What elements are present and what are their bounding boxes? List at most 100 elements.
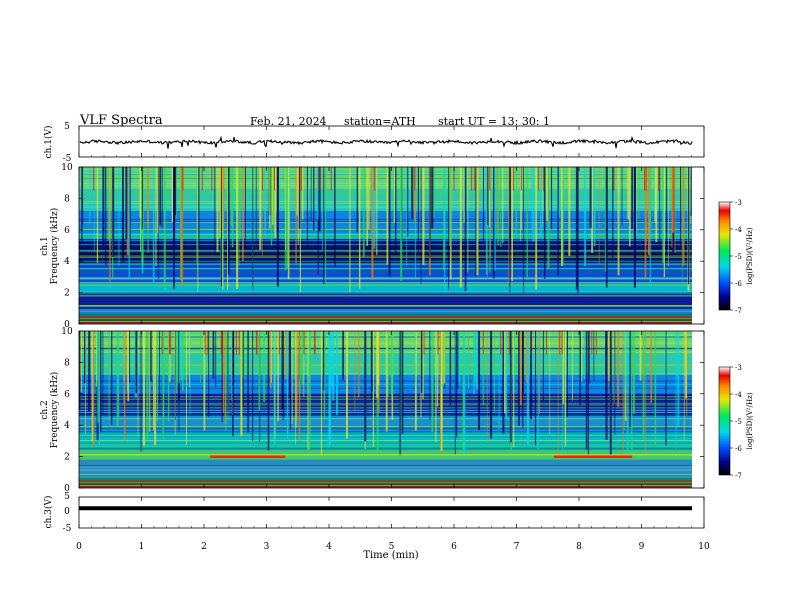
impulsive-streak [235,331,237,355]
impulsive-streak [613,167,615,191]
impulsive-streak [393,167,395,227]
impulsive-streak [431,167,434,229]
narrowband-line [79,260,692,262]
impulsive-streak [303,331,305,397]
impulsive-streak [252,167,254,291]
impulsive-streak [141,167,143,229]
ch2-colorbar-tick-label: -6 [735,445,742,453]
impulsive-streak [447,167,449,290]
impulsive-streak [667,167,669,267]
ch1-spectrogram-panel: 0 2 4 6 8 10 ch.1 Frequency (kHz) [40,163,705,330]
impulsive-streak [685,331,687,399]
impulsive-streak [220,331,222,355]
spectral-band [79,264,692,284]
impulsive-streak [345,331,349,439]
impulsive-streak [221,331,223,423]
impulsive-streak [443,331,445,387]
impulsive-streak [420,167,422,284]
narrowband-line [79,204,692,206]
impulsive-streak [284,331,287,379]
impulsive-streak [96,331,98,387]
impulsive-streak [258,331,261,411]
impulsive-streak [208,331,210,418]
ch2-ytick-label: 8 [64,358,70,368]
impulsive-streak [227,331,229,421]
impulsive-streak [562,331,565,404]
impulsive-streak [589,167,592,229]
narrowband-line [79,182,692,184]
narrowband-line [79,249,692,251]
x-tick-label: 7 [514,542,520,552]
date-label: Feb. 21, 2024 [250,115,327,128]
impulsive-streak [527,331,529,446]
impulsive-streak [152,167,155,283]
impulsive-streak [189,331,191,415]
impulsive-streak [645,167,647,191]
impulsive-streak [372,331,373,392]
impulsive-streak [509,331,512,443]
impulsive-streak [464,167,467,292]
impulsive-streak [671,167,673,248]
ch1-colorbar: -3 -4 -5 -6 -7 log(PSD)(V²/Hz) [718,199,754,315]
impulsive-streak [318,167,321,232]
narrowband-line [79,251,692,253]
narrowband-line [79,438,692,439]
impulsive-streak [199,331,201,383]
impulsive-streak [605,167,608,288]
impulsive-streak [475,167,477,277]
ch1-ytick-label: 10 [61,163,73,173]
narrowband-line [79,418,692,420]
impulsive-streak [298,167,301,229]
impulsive-streak [532,167,535,242]
narrowband-line [79,336,692,338]
impulsive-streak [562,167,564,266]
impulsive-streak [550,167,553,230]
ch1-spec-ylabel-channel: ch.1 [40,236,50,255]
impulsive-streak [88,331,91,412]
impulsive-streak [377,331,380,386]
impulsive-streak [263,331,266,403]
impulsive-streak [474,331,477,383]
impulsive-streak [109,167,111,249]
impulsive-streak [222,167,224,290]
narrowband-line [79,275,692,277]
impulsive-streak [629,331,631,428]
impulsive-streak [566,331,568,417]
narrowband-line [79,404,692,406]
low-frequency-line [79,486,692,488]
impulsive-streak [509,167,511,293]
impulsive-streak [102,331,104,414]
narrowband-line [79,196,692,197]
impulsive-streak [295,331,296,445]
low-frequency-line [79,479,692,481]
impulsive-streak [449,331,452,406]
impulsive-streak [549,331,551,435]
impulsive-streak [584,167,587,266]
impulsive-streak [583,331,586,379]
impulsive-streak [593,331,595,382]
ch1-ylabel: ch.1(V) [43,126,54,159]
impulsive-streak [307,331,309,450]
impulsive-streak [97,331,99,423]
ch1-colorbar-scale [718,201,731,311]
impulsive-streak [325,167,327,284]
impulsive-streak [496,167,498,235]
impulsive-streak [535,167,538,290]
impulsive-streak [400,167,403,281]
impulsive-streak [681,167,683,286]
impulsive-streak [386,167,389,265]
impulsive-streak [306,167,308,250]
impulsive-streak [376,167,378,256]
narrowband-line [79,373,692,375]
impulsive-streak [654,167,657,223]
impulsive-streak [170,331,172,355]
impulsive-streak [98,331,100,418]
ch2-colorbar-label: log(PSD)(V²/Hz) [746,392,754,449]
impulsive-streak [488,167,491,228]
impulsive-streak [579,331,581,406]
impulsive-streak [485,167,488,275]
impulsive-streak [486,331,488,443]
impulsive-streak [222,331,225,414]
impulsive-streak [180,331,183,381]
impulsive-streak [631,167,634,229]
